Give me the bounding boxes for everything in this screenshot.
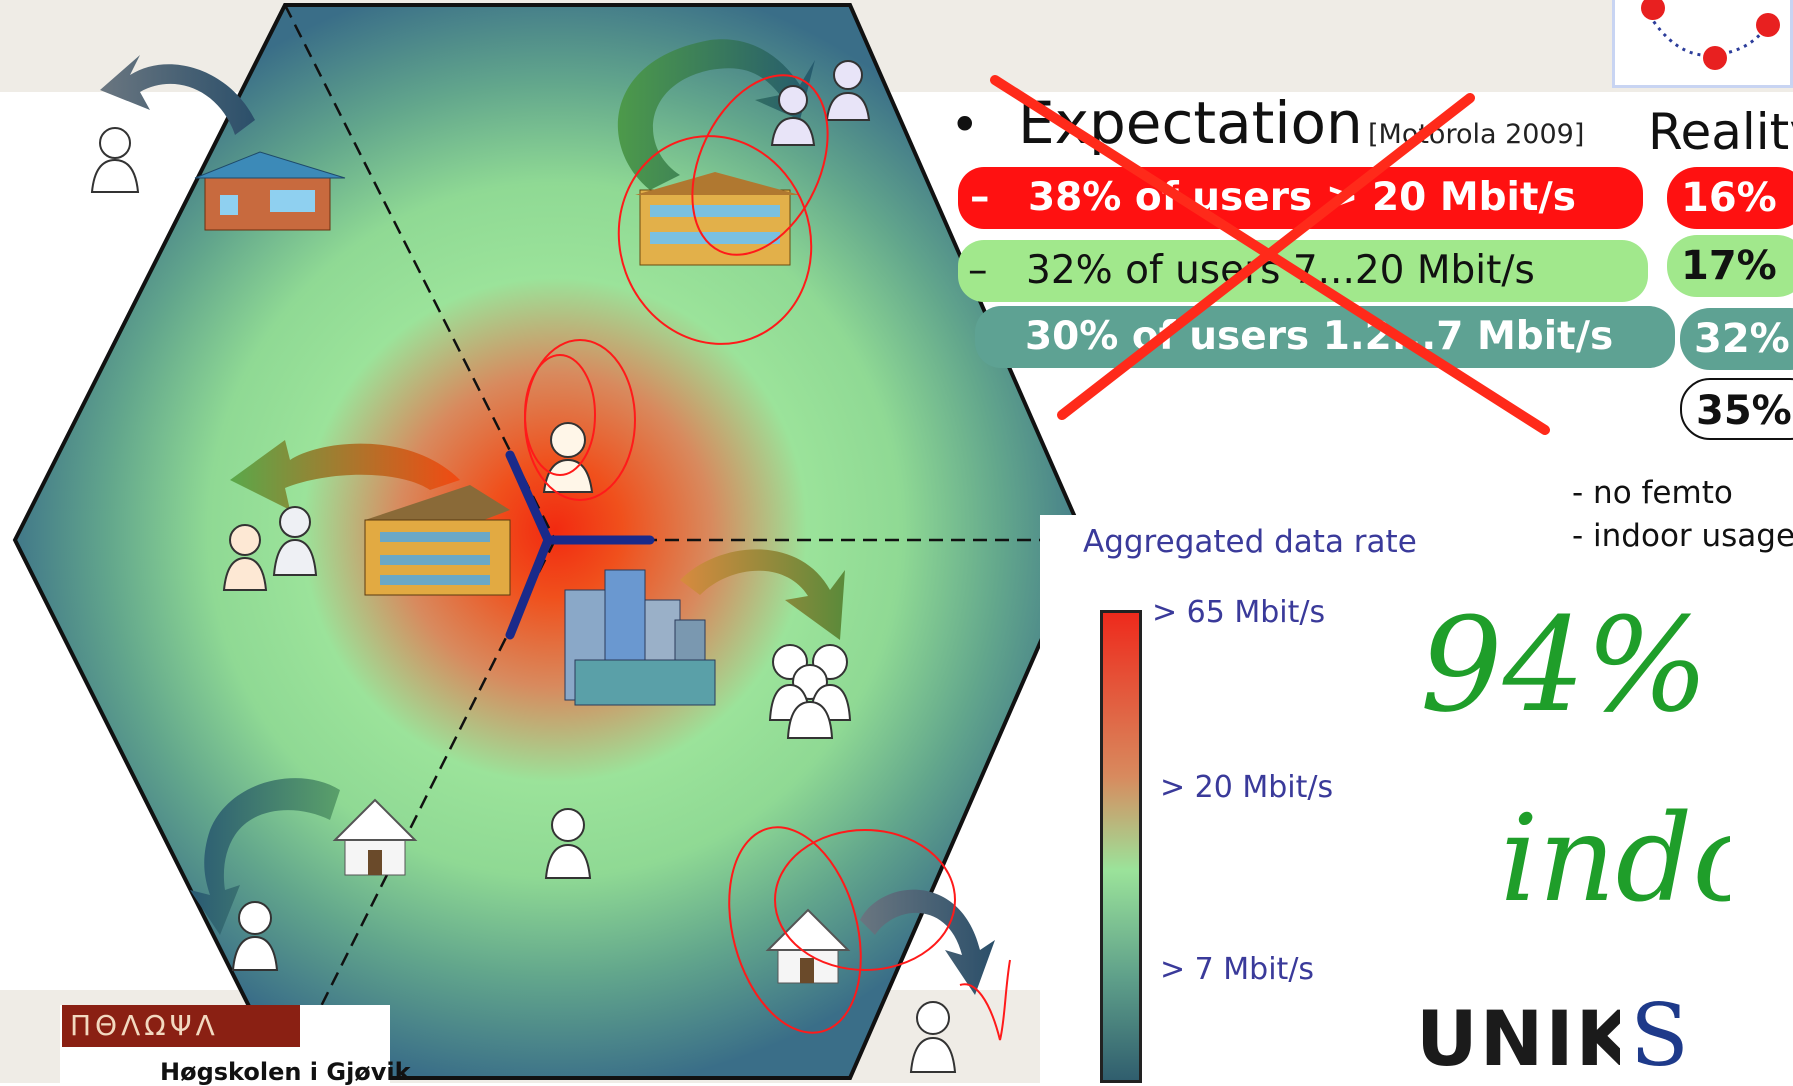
s-logo: S [1620,990,1770,1083]
reality-heading: Reality [1648,103,1793,161]
school-building-icon [635,172,800,266]
person-icon [90,127,140,193]
legend-label-mid: > 20 Mbit/s [1160,770,1334,805]
arrow-icon [100,55,255,135]
house-icon [194,151,346,231]
legend-colorbar [1100,610,1142,1083]
reality-value-1: 16% [1667,167,1793,229]
handwritten-note: 94% indoor [1420,589,1730,929]
arrow-icon [617,39,815,190]
reality-note-2: - indoor usage [1572,518,1793,554]
group-icon [768,644,852,739]
legend-label-high: > 65 Mbit/s [1152,595,1326,630]
person-icon [542,422,594,493]
reality-value-3: 32% [1680,308,1793,370]
person-icon [825,60,871,121]
handwritten-percentage: 94% [1420,589,1709,741]
item-text: 38% of users > 20 Mbit/s [1028,175,1577,220]
college-logo-text: Høgskolen i Gjøvik [160,1058,411,1086]
expectation-heading: Expectation [1018,89,1363,157]
item-text: 32% of users 7...20 Mbit/s [1026,248,1535,293]
item-dash: – [968,248,988,293]
arrow-icon [680,549,845,640]
bullet-marker: • [950,96,980,154]
reality-value-4: 35% [1680,378,1793,440]
expectation-item-3: 30% of users 1.2...7 Mbit/s [975,306,1675,368]
college-logo-strip: ΠΘΛΩΨΛ [62,1005,300,1047]
corner-thumbnail-graphic [1641,0,1780,70]
corner-thumbnail [1612,0,1793,88]
item-dash: – [970,175,990,220]
house-icon [765,908,851,984]
person-icon [222,524,268,591]
arrow-icon [860,889,995,995]
handwritten-word: indoor [1500,790,1730,929]
arrow-icon [190,778,340,935]
reality-value-2: 17% [1667,235,1793,297]
house-icon [332,798,418,876]
person-icon [272,506,318,576]
base-station-antenna [505,450,655,640]
person-icon [544,808,592,879]
person-icon [770,85,816,146]
red-annotation-strokes [524,74,1153,1041]
arrow-icon [230,440,460,510]
person-icon [909,1001,957,1073]
legend-label-low: > 7 Mbit/s [1160,952,1315,987]
item-text: 30% of users 1.2...7 Mbit/s [1025,314,1614,359]
reality-note-1: - no femto [1572,475,1733,511]
person-icon [231,901,279,971]
skyscrapers-icon [564,569,716,706]
legend-title: Aggregated data rate [1083,524,1417,560]
office-building-icon [364,485,511,596]
expectation-item-1: –38% of users > 20 Mbit/s [958,167,1643,229]
unik-logo: UNIK [1410,995,1635,1083]
